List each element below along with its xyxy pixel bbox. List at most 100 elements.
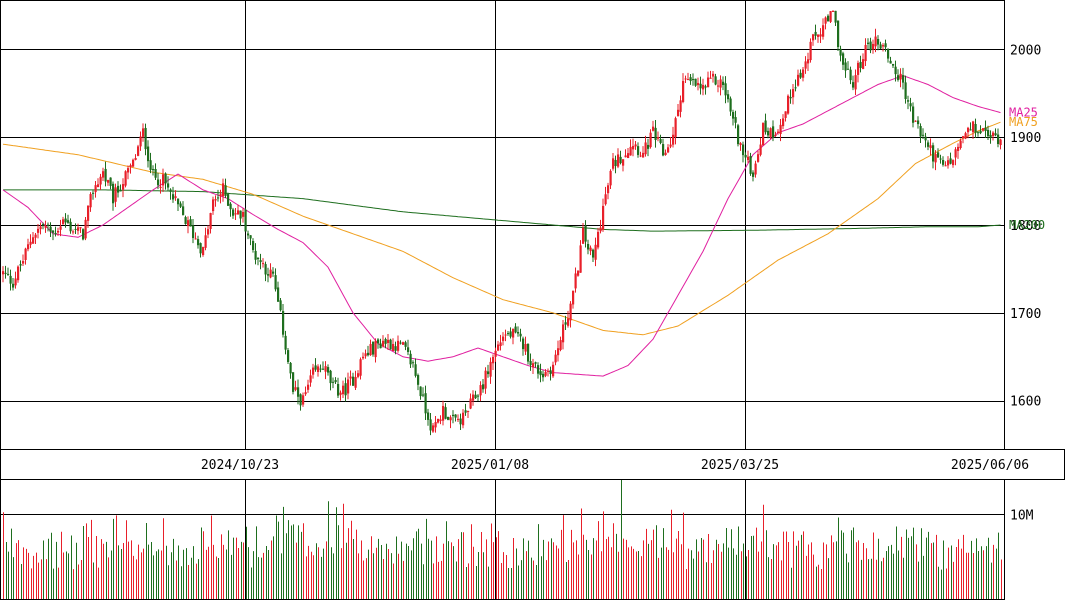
candle-body: [204, 235, 207, 248]
candle-body: [589, 247, 592, 252]
candle-body: [507, 333, 510, 335]
candle-body: [264, 264, 267, 275]
candle-body: [839, 48, 842, 56]
candle-body: [257, 257, 260, 260]
candle-body: [607, 185, 610, 194]
candle-body: [302, 395, 305, 405]
candle-body: [657, 137, 660, 139]
candle-body: [152, 169, 155, 171]
candle-body: [329, 370, 332, 384]
candle-body: [802, 69, 805, 78]
candle-body: [579, 245, 582, 273]
candle-body: [532, 363, 535, 368]
candle-body: [314, 365, 317, 370]
candle-body: [574, 273, 577, 289]
candle-body: [747, 156, 750, 161]
candle-body: [624, 155, 627, 158]
candle-body: [122, 184, 125, 190]
candle-body: [224, 185, 227, 196]
candle-body: [617, 154, 620, 167]
candle-body: [659, 139, 662, 143]
candle-body: [782, 118, 785, 127]
candle-body: [697, 82, 700, 86]
candle-body: [237, 210, 240, 215]
price-tick-label: 1600: [1010, 395, 1041, 410]
candle-body: [269, 269, 272, 278]
candle-body: [99, 176, 102, 185]
candle-body: [409, 353, 412, 365]
candle-body: [699, 83, 702, 89]
candle-body: [472, 394, 475, 401]
candle-body: [94, 185, 97, 193]
candle-body: [154, 169, 157, 178]
candle-body: [984, 127, 987, 131]
candle-body: [449, 417, 452, 421]
candle-body: [729, 98, 732, 112]
candle-body: [84, 219, 87, 239]
candle-body: [479, 385, 482, 396]
candle-body: [944, 165, 947, 167]
candle-body: [254, 250, 257, 260]
candle-body: [482, 384, 485, 390]
candle-body: [107, 180, 110, 183]
candle-body: [319, 368, 322, 370]
candle-body: [969, 129, 972, 131]
candle-body: [814, 31, 817, 36]
candle-body: [39, 226, 42, 230]
candle-body: [219, 194, 222, 197]
candle-body: [184, 217, 187, 224]
candle-body: [144, 127, 147, 150]
candle-body: [249, 235, 252, 239]
candle-body: [937, 152, 940, 158]
candle-body: [632, 145, 635, 150]
ma-label-ma200: MA200: [1009, 218, 1045, 232]
candle-body: [87, 205, 90, 221]
candle-body: [339, 392, 342, 395]
volume-bars: [3, 480, 1002, 599]
candle-body: [562, 324, 565, 343]
candle-body: [707, 77, 710, 88]
candle-body: [467, 410, 470, 412]
candle-body: [922, 134, 925, 136]
candle-body: [304, 392, 307, 395]
candle-body: [949, 158, 952, 164]
candle-body: [609, 170, 612, 186]
volume-tick-label: 10M: [1010, 509, 1034, 524]
candle-body: [74, 228, 77, 230]
candle-body: [829, 11, 832, 22]
price-tick-label: 1700: [1010, 307, 1041, 322]
candle-body: [587, 243, 590, 250]
candle-body: [82, 229, 85, 240]
candle-body: [789, 96, 792, 99]
candle-body: [597, 231, 600, 248]
candle-body: [372, 341, 375, 355]
candle-body: [49, 226, 52, 232]
candle-body: [97, 184, 100, 188]
candle-body: [162, 174, 165, 186]
candle-body: [57, 230, 60, 233]
candle-body: [239, 210, 242, 219]
candle-body: [514, 326, 517, 333]
date-tick-label: 2025/03/25: [701, 458, 779, 473]
candle-body: [627, 153, 630, 158]
candle-body: [212, 199, 215, 212]
candle-body: [189, 219, 192, 227]
candle-body: [909, 103, 912, 107]
candle-body: [852, 82, 855, 88]
candle-body: [64, 218, 67, 223]
candle-body: [717, 85, 720, 87]
candle-body: [619, 156, 622, 164]
candle-body: [227, 194, 230, 206]
candle-body: [114, 187, 117, 202]
candle-body: [22, 261, 25, 264]
candle-body: [247, 233, 250, 236]
candle-body: [987, 129, 990, 137]
ma-label-ma25: MA25: [1009, 106, 1038, 120]
candle-body: [992, 132, 995, 137]
candle-body: [952, 160, 955, 166]
candle-body: [824, 17, 827, 24]
candle-body: [412, 362, 415, 364]
candle-body: [454, 414, 457, 418]
candle-body: [474, 394, 477, 399]
candle-body: [132, 159, 135, 167]
